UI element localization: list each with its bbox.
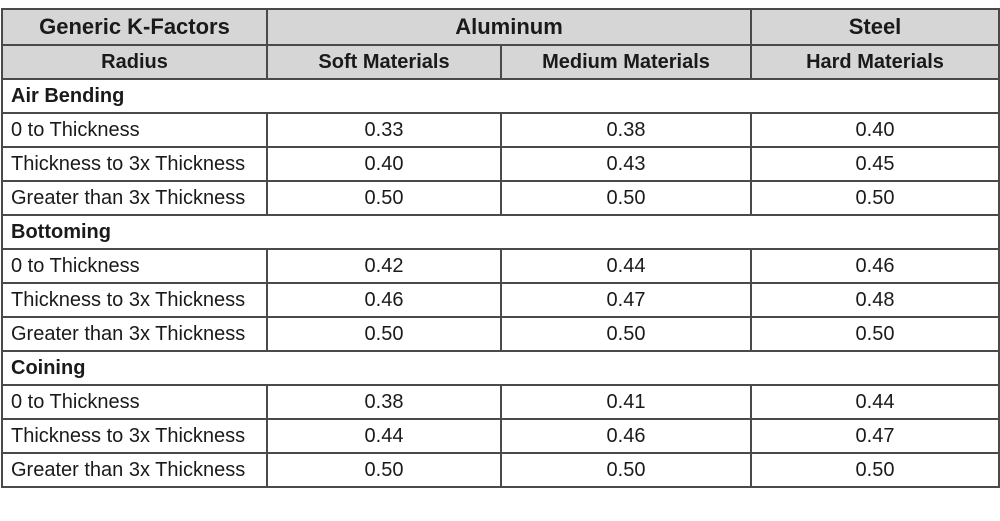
value-cell: 0.40	[750, 112, 1000, 148]
value-cell: 0.38	[266, 384, 502, 420]
value-cell: 0.33	[266, 112, 502, 148]
value-cell: 0.50	[750, 316, 1000, 352]
value-cell: 0.40	[266, 146, 502, 182]
section-row: Air Bending	[1, 78, 1000, 114]
value-cell: 0.50	[266, 180, 502, 216]
section-title: Bottoming	[1, 214, 1000, 250]
value-cell: 0.46	[266, 282, 502, 318]
value-cell: 0.50	[750, 452, 1000, 488]
radius-cell: 0 to Thickness	[1, 248, 268, 284]
subheader-cell: Radius	[1, 44, 268, 80]
header-cell: Steel	[750, 8, 1000, 46]
data-row: 0 to Thickness 0.38 0.41 0.44	[1, 384, 1000, 420]
section-row: Coining	[1, 350, 1000, 386]
subheader-row: Radius Soft Materials Medium Materials Hard…	[1, 44, 1000, 80]
value-cell: 0.50	[500, 180, 752, 216]
radius-cell: Greater than 3x Thickness	[1, 316, 268, 352]
subheader-cell: Hard Materials	[750, 44, 1000, 80]
subheader-cell: Medium Materials	[500, 44, 752, 80]
section-row: Bottoming	[1, 214, 1000, 250]
data-row: Thickness to 3x Thickness 0.40 0.43 0.45	[1, 146, 1000, 182]
value-cell: 0.47	[500, 282, 752, 318]
table-container: Generic K-Factors Aluminum Steel Radius Soft…	[1, 8, 1000, 488]
value-cell: 0.50	[266, 452, 502, 488]
value-cell: 0.42	[266, 248, 502, 284]
section-title: Air Bending	[1, 78, 1000, 114]
value-cell: 0.48	[750, 282, 1000, 318]
radius-cell: 0 to Thickness	[1, 384, 268, 420]
value-cell: 0.44	[266, 418, 502, 454]
value-cell: 0.47	[750, 418, 1000, 454]
header-cell: Aluminum	[266, 8, 752, 46]
data-row: 0 to Thickness 0.33 0.38 0.40	[1, 112, 1000, 148]
radius-cell: Greater than 3x Thickness	[1, 452, 268, 488]
value-cell: 0.44	[750, 384, 1000, 420]
section-title: Coining	[1, 350, 1000, 386]
subheader-cell: Soft Materials	[266, 44, 502, 80]
value-cell: 0.43	[500, 146, 752, 182]
value-cell: 0.50	[500, 316, 752, 352]
value-cell: 0.38	[500, 112, 752, 148]
value-cell: 0.50	[266, 316, 502, 352]
radius-cell: 0 to Thickness	[1, 112, 268, 148]
value-cell: 0.41	[500, 384, 752, 420]
radius-cell: Thickness to 3x Thickness	[1, 146, 268, 182]
value-cell: 0.45	[750, 146, 1000, 182]
value-cell: 0.46	[750, 248, 1000, 284]
value-cell: 0.44	[500, 248, 752, 284]
data-row: Greater than 3x Thickness 0.50 0.50 0.50	[1, 180, 1000, 216]
radius-cell: Greater than 3x Thickness	[1, 180, 268, 216]
value-cell: 0.50	[500, 452, 752, 488]
data-row: Thickness to 3x Thickness 0.44 0.46 0.47	[1, 418, 1000, 454]
radius-cell: Thickness to 3x Thickness	[1, 282, 268, 318]
data-row: Greater than 3x Thickness 0.50 0.50 0.50	[1, 316, 1000, 352]
data-row: Thickness to 3x Thickness 0.46 0.47 0.48	[1, 282, 1000, 318]
data-row: 0 to Thickness 0.42 0.44 0.46	[1, 248, 1000, 284]
header-row: Generic K-Factors Aluminum Steel	[1, 8, 1000, 46]
data-row: Greater than 3x Thickness 0.50 0.50 0.50	[1, 452, 1000, 488]
header-cell: Generic K-Factors	[1, 8, 268, 46]
value-cell: 0.50	[750, 180, 1000, 216]
value-cell: 0.46	[500, 418, 752, 454]
radius-cell: Thickness to 3x Thickness	[1, 418, 268, 454]
k-factor-table: Generic K-Factors Aluminum Steel Radius Soft…	[1, 8, 1000, 488]
